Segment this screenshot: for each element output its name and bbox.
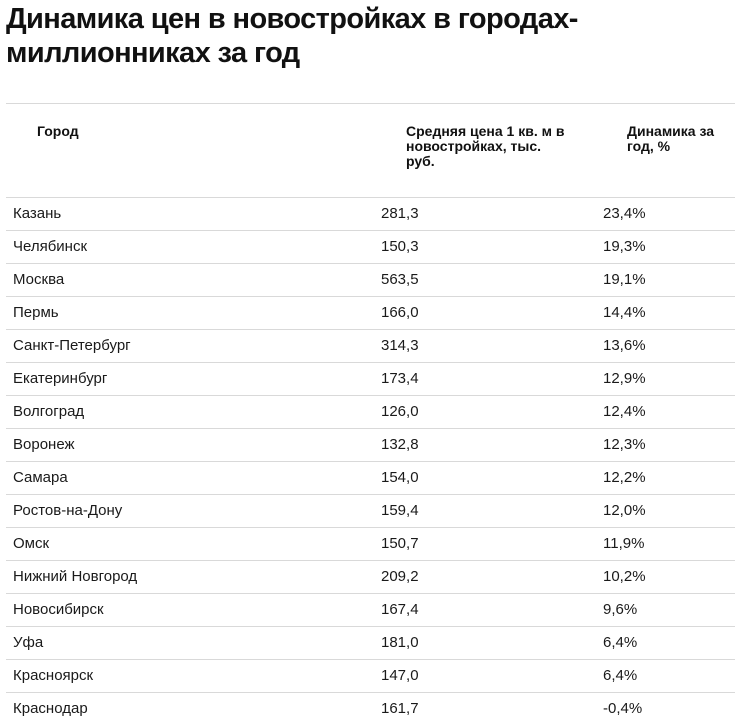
- cell-price: 150,7: [381, 535, 419, 552]
- cell-dynamics: 19,1%: [603, 271, 646, 288]
- table-row: Новосибирск 167,4 9,6%: [6, 594, 735, 627]
- table-row: Ростов-на-Дону 159,4 12,0%: [6, 495, 735, 528]
- cell-dynamics: 9,6%: [603, 601, 638, 618]
- price-table: Город Средняя цена 1 кв. м в новостройка…: [6, 103, 735, 725]
- cell-price: 159,4: [381, 502, 419, 519]
- table-row: Уфа 181,0 6,4%: [6, 627, 735, 660]
- cell-dynamics: 12,9%: [603, 370, 646, 387]
- cell-city: Пермь: [13, 304, 59, 321]
- cell-dynamics: 23,4%: [603, 205, 646, 222]
- cell-price: 314,3: [381, 337, 419, 354]
- cell-dynamics: 19,3%: [603, 238, 646, 255]
- cell-city: Красноярск: [13, 667, 94, 684]
- cell-price: 209,2: [381, 568, 419, 585]
- cell-price: 132,8: [381, 436, 419, 453]
- table-row: Воронеж 132,8 12,3%: [6, 429, 735, 462]
- cell-city: Москва: [13, 271, 65, 288]
- cell-price: 281,3: [381, 205, 419, 222]
- table-row: Челябинск 150,3 19,3%: [6, 231, 735, 264]
- cell-dynamics: -0,4%: [603, 700, 643, 717]
- table-row: Екатеринбург 173,4 12,9%: [6, 363, 735, 396]
- cell-city: Челябинск: [13, 238, 88, 255]
- table-row: Пермь 166,0 14,4%: [6, 297, 735, 330]
- cell-price: 181,0: [381, 634, 419, 651]
- cell-city: Омск: [13, 535, 50, 552]
- cell-price: 563,5: [381, 271, 419, 288]
- cell-dynamics: 12,0%: [603, 502, 646, 519]
- cell-price: 147,0: [381, 667, 419, 684]
- cell-dynamics: 13,6%: [603, 337, 646, 354]
- cell-city: Нижний Новгород: [13, 568, 138, 585]
- cell-city: Краснодар: [13, 700, 88, 717]
- cell-price: 161,7: [381, 700, 419, 717]
- table-row: Самара 154,0 12,2%: [6, 462, 735, 495]
- table-row: Казань 281,3 23,4%: [6, 198, 735, 231]
- page-title: Динамика цен в новостройках в городах-ми…: [6, 3, 578, 69]
- cell-dynamics: 12,3%: [603, 436, 646, 453]
- cell-price: 167,4: [381, 601, 419, 618]
- cell-city: Ростов-на-Дону: [13, 502, 123, 519]
- table-header: Город Средняя цена 1 кв. м в новостройка…: [6, 104, 735, 198]
- table-row: Волгоград 126,0 12,4%: [6, 396, 735, 429]
- header-price: Средняя цена 1 кв. м в новостройках, тыс…: [406, 123, 565, 169]
- cell-dynamics: 6,4%: [603, 634, 638, 651]
- cell-city: Самара: [13, 469, 68, 486]
- cell-price: 126,0: [381, 403, 419, 420]
- cell-dynamics: 12,2%: [603, 469, 646, 486]
- table-row: Санкт-Петербург 314,3 13,6%: [6, 330, 735, 363]
- table-row: Нижний Новгород 209,2 10,2%: [6, 561, 735, 594]
- cell-dynamics: 14,4%: [603, 304, 646, 321]
- cell-price: 154,0: [381, 469, 419, 486]
- cell-dynamics: 12,4%: [603, 403, 646, 420]
- cell-price: 166,0: [381, 304, 419, 321]
- header-city: Город: [37, 123, 79, 139]
- cell-city: Новосибирск: [13, 601, 104, 618]
- header-dynamics: Динамика за год, %: [627, 123, 715, 154]
- cell-city: Уфа: [13, 634, 44, 651]
- cell-city: Санкт-Петербург: [13, 337, 131, 354]
- table-row: Москва 563,5 19,1%: [6, 264, 735, 297]
- cell-price: 150,3: [381, 238, 419, 255]
- table-body: Казань 281,3 23,4% Челябинск 150,3 19,3% Москв…: [6, 198, 735, 725]
- cell-dynamics: 11,9%: [603, 535, 645, 552]
- cell-price: 173,4: [381, 370, 419, 387]
- table-row: Омск 150,7 11,9%: [6, 528, 735, 561]
- cell-city: Воронеж: [13, 436, 75, 453]
- cell-city: Волгоград: [13, 403, 85, 420]
- cell-dynamics: 10,2%: [603, 568, 646, 585]
- cell-city: Екатеринбург: [13, 370, 108, 387]
- cell-dynamics: 6,4%: [603, 667, 638, 684]
- table-row: Красноярск 147,0 6,4%: [6, 660, 735, 693]
- cell-city: Казань: [13, 205, 62, 222]
- table-row: Краснодар 161,7 -0,4%: [6, 693, 735, 725]
